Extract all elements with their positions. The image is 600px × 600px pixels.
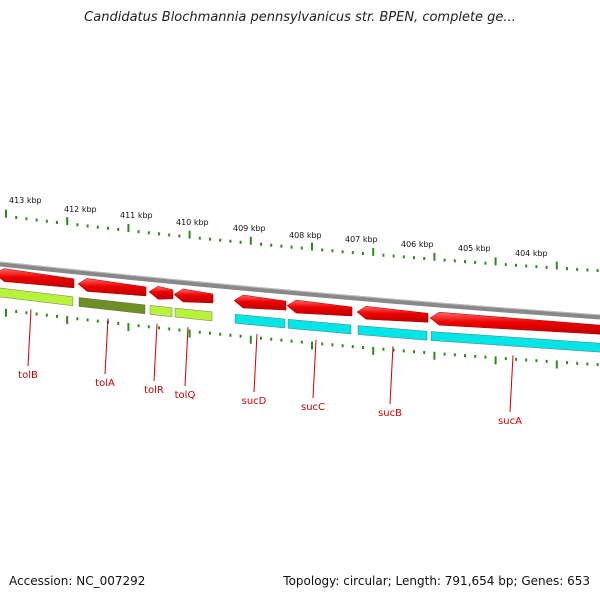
- kbp-label: 406 kbp: [401, 240, 434, 249]
- feature-bar-tolA: [78, 297, 146, 315]
- gene-label-sucA: sucA: [498, 416, 522, 427]
- leader-line: [104, 318, 109, 375]
- kbp-label: 408 kbp: [289, 231, 322, 240]
- inner-tick-ring: [5, 308, 599, 369]
- cds-arrow-tolA: [77, 278, 147, 297]
- genome-summary-text: Topology: circular; Length: 791,654 bp; …: [283, 574, 590, 588]
- gene-label-tolB: tolB: [18, 370, 38, 381]
- feature-bar-sucA: [430, 331, 600, 353]
- leader-line: [312, 339, 317, 399]
- leader-line: [509, 355, 514, 413]
- gene-label-tolR: tolR: [144, 385, 164, 396]
- kbp-label: 412 kbp: [64, 205, 97, 214]
- feature-bar-sucB: [357, 325, 428, 341]
- gene-label-group: tolB tolA tolR tolQ sucD sucC sucB sucA: [18, 309, 522, 427]
- map-title: Candidatus Blochmannia pennsylvanicus st…: [84, 10, 516, 25]
- feature-bar-tolR: [149, 305, 173, 317]
- kbp-label: 404 kbp: [515, 249, 548, 258]
- leader-line: [389, 346, 394, 405]
- gene-label-sucC: sucC: [301, 402, 325, 413]
- cds-arrow-sucC: [286, 299, 353, 317]
- backbone-ring: [0, 261, 600, 320]
- leader-line: [253, 334, 258, 393]
- feature-bar-tolQ: [174, 307, 213, 322]
- gene-label-tolQ: tolQ: [175, 390, 196, 401]
- gene-label-sucD: sucD: [242, 396, 267, 407]
- cds-track: [0, 268, 600, 335]
- outer-tick-ring: [5, 209, 599, 273]
- kbp-label: 413 kbp: [9, 196, 42, 205]
- leader-line: [27, 309, 32, 367]
- cds-arrow-tolR: [148, 285, 174, 300]
- leader-line: [153, 323, 158, 382]
- cds-arrow-tolB: [0, 268, 75, 289]
- gene-label-tolA: tolA: [95, 378, 115, 389]
- cds-arrow-tolQ: [173, 288, 214, 304]
- backbone-ring-highlight: [0, 261, 600, 316]
- kbp-label: 405 kbp: [458, 244, 491, 253]
- kbp-label: 409 kbp: [233, 224, 266, 233]
- feature-bar-sucC: [287, 319, 352, 335]
- kbp-label: 407 kbp: [345, 235, 378, 244]
- kbp-label: 411 kbp: [120, 211, 153, 220]
- cds-arrow-sucD: [233, 294, 287, 311]
- accession-text: Accession: NC_007292: [9, 574, 146, 588]
- feature-track: [0, 287, 600, 353]
- gene-label-sucB: sucB: [378, 408, 402, 419]
- kbp-label: 410 kbp: [176, 218, 209, 227]
- feature-bar-tolB: [0, 287, 74, 306]
- feature-bar-sucD: [234, 313, 286, 329]
- cds-arrow-sucB: [356, 305, 429, 323]
- kbp-label-group: 413 kbp 412 kbp 411 kbp 410 kbp 409 kbp 408 k…: [9, 196, 548, 258]
- cds-arrow-sucA: [429, 311, 600, 335]
- leader-line: [184, 327, 189, 387]
